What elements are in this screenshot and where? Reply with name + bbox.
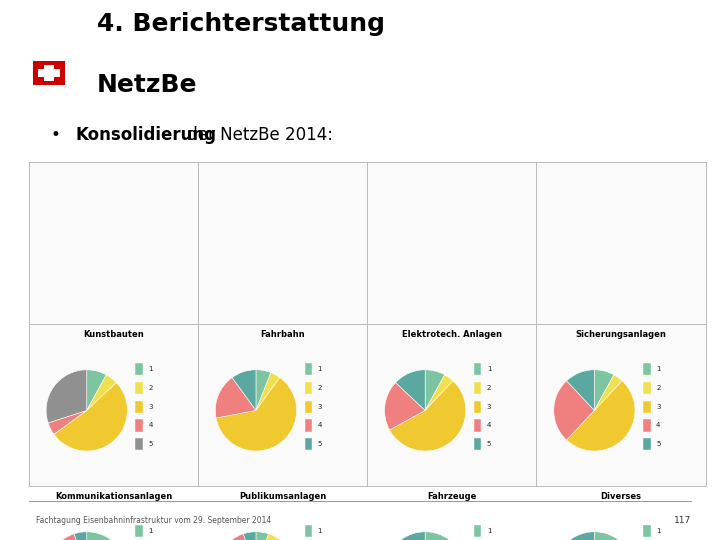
Wedge shape xyxy=(232,370,256,410)
Text: 1: 1 xyxy=(487,366,491,372)
Text: 4: 4 xyxy=(656,422,660,428)
Bar xyxy=(643,363,651,375)
Bar xyxy=(643,382,651,394)
Text: 2: 2 xyxy=(487,385,491,391)
Wedge shape xyxy=(425,370,445,410)
Bar xyxy=(305,382,312,394)
Text: der NetzBe 2014:: der NetzBe 2014: xyxy=(182,126,333,144)
Wedge shape xyxy=(256,370,271,410)
Wedge shape xyxy=(425,375,453,410)
Text: 4: 4 xyxy=(148,422,153,428)
Wedge shape xyxy=(390,381,466,451)
Text: 1: 1 xyxy=(148,528,153,534)
Wedge shape xyxy=(46,534,87,540)
Wedge shape xyxy=(48,410,87,434)
Bar xyxy=(474,363,482,375)
Bar xyxy=(305,438,312,450)
Text: 2: 2 xyxy=(656,385,660,391)
Text: 1: 1 xyxy=(318,528,322,534)
Text: Kommunikationsanlagen: Kommunikationsanlagen xyxy=(55,492,172,501)
Wedge shape xyxy=(86,370,107,410)
Text: Sicherungsanlagen: Sicherungsanlagen xyxy=(575,330,667,339)
Wedge shape xyxy=(595,375,622,410)
Text: 4: 4 xyxy=(487,422,491,428)
Wedge shape xyxy=(567,370,595,410)
Wedge shape xyxy=(425,532,449,540)
Bar xyxy=(643,419,651,431)
Bar xyxy=(305,419,312,431)
Text: 1: 1 xyxy=(656,528,660,534)
Wedge shape xyxy=(46,370,87,423)
Text: 5: 5 xyxy=(656,441,660,447)
Text: 4: 4 xyxy=(318,422,322,428)
Wedge shape xyxy=(256,534,278,540)
Text: 3: 3 xyxy=(148,403,153,410)
Wedge shape xyxy=(554,381,595,440)
Text: 3: 3 xyxy=(318,403,322,410)
Bar xyxy=(135,438,143,450)
Wedge shape xyxy=(87,375,117,410)
Bar xyxy=(135,382,143,394)
Text: Elektrotech. Anlagen: Elektrotech. Anlagen xyxy=(402,330,502,339)
Text: 2: 2 xyxy=(318,385,322,391)
Bar xyxy=(474,419,482,431)
Text: NetzBe: NetzBe xyxy=(97,72,198,97)
Text: 1: 1 xyxy=(148,366,153,372)
Text: •: • xyxy=(50,126,60,144)
Text: 1: 1 xyxy=(318,366,322,372)
Wedge shape xyxy=(395,370,426,410)
Bar xyxy=(643,525,651,537)
Text: Fahrzeuge: Fahrzeuge xyxy=(427,492,477,501)
Bar xyxy=(474,401,482,413)
Wedge shape xyxy=(243,532,256,540)
Wedge shape xyxy=(256,373,280,410)
Text: Publikumsanlagen: Publikumsanlagen xyxy=(239,492,326,501)
Bar xyxy=(135,401,143,413)
Bar xyxy=(474,438,482,450)
Wedge shape xyxy=(215,377,256,418)
Wedge shape xyxy=(86,532,118,540)
Wedge shape xyxy=(74,532,87,540)
Bar xyxy=(474,525,482,537)
Wedge shape xyxy=(562,532,595,540)
Text: 3: 3 xyxy=(656,403,660,410)
Text: 5: 5 xyxy=(318,441,322,447)
Text: 5: 5 xyxy=(487,441,491,447)
Bar xyxy=(474,382,482,394)
Wedge shape xyxy=(384,383,425,430)
Wedge shape xyxy=(54,383,127,451)
Wedge shape xyxy=(594,532,618,540)
Bar xyxy=(643,438,651,450)
Text: 5: 5 xyxy=(148,441,153,447)
Bar xyxy=(135,363,143,375)
Wedge shape xyxy=(594,370,614,410)
Wedge shape xyxy=(256,532,269,540)
Text: Fachtagung Eisenbahninfrastruktur vom 29. September 2014: Fachtagung Eisenbahninfrastruktur vom 29… xyxy=(36,516,271,525)
Bar xyxy=(305,363,312,375)
Wedge shape xyxy=(217,538,297,540)
Bar xyxy=(305,401,312,413)
Text: 3: 3 xyxy=(487,403,491,410)
Text: 117: 117 xyxy=(674,516,691,525)
Text: Fahrbahn: Fahrbahn xyxy=(261,330,305,339)
Wedge shape xyxy=(216,377,297,451)
Text: Kunstbauten: Kunstbauten xyxy=(83,330,144,339)
Wedge shape xyxy=(215,534,256,540)
Bar xyxy=(305,525,312,537)
Text: 2: 2 xyxy=(148,385,153,391)
Text: Diverses: Diverses xyxy=(600,492,642,501)
Text: 1: 1 xyxy=(656,366,660,372)
Text: 4. Berichterstattung: 4. Berichterstattung xyxy=(97,12,385,36)
Bar xyxy=(135,525,143,537)
Wedge shape xyxy=(401,532,426,540)
Text: 1: 1 xyxy=(487,528,491,534)
Text: Konsolidierung: Konsolidierung xyxy=(76,126,217,144)
Wedge shape xyxy=(567,381,635,451)
Bar xyxy=(643,401,651,413)
Bar xyxy=(135,419,143,431)
